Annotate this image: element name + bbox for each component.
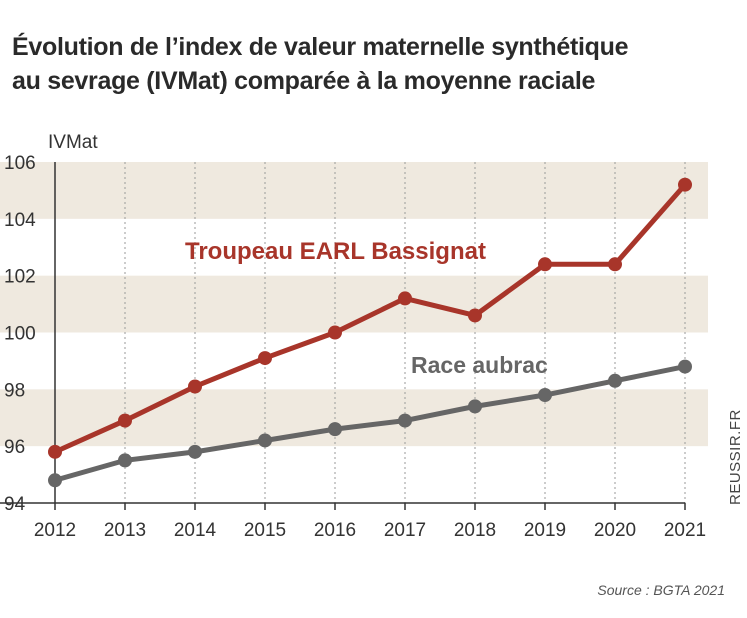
data-point-1 <box>258 433 272 448</box>
source-note: Source : BGTA 2021 <box>597 582 725 598</box>
x-tick-label: 2016 <box>314 520 356 541</box>
x-tick-label: 2013 <box>104 520 146 541</box>
data-point-1 <box>48 473 62 488</box>
chart-title-line-1: Évolution de l’index de valeur maternell… <box>12 33 629 61</box>
data-point-1 <box>188 444 202 459</box>
data-point-1 <box>328 422 342 437</box>
grid-bands <box>0 162 708 447</box>
data-point-0 <box>398 291 412 306</box>
data-point-1 <box>398 413 412 428</box>
x-tick-label: 2012 <box>34 520 76 541</box>
x-tick-label: 2017 <box>384 520 426 541</box>
data-point-0 <box>188 379 202 394</box>
y-tick-label: 100 <box>4 324 36 345</box>
x-tick-label: 2020 <box>594 520 636 541</box>
axes: 94 96 98 100 102 104 106 2012 2013 2014 2015 2016 20… <box>0 153 706 541</box>
credit-watermark: REUSSIR.FR <box>727 409 744 505</box>
y-tick-label: 96 <box>4 437 25 458</box>
series-line-1 <box>54 364 686 483</box>
x-tick-label: 2021 <box>664 520 706 541</box>
series-line-0 <box>53 183 687 455</box>
y-axis-label: IVMat <box>48 132 98 153</box>
y-tick-label: 102 <box>4 267 36 288</box>
data-point-1 <box>118 453 132 468</box>
data-point-0 <box>258 351 272 366</box>
x-tick-label: 2014 <box>174 520 217 541</box>
y-tick-label: 98 <box>4 380 25 401</box>
x-tick-label: 2019 <box>524 520 566 541</box>
data-point-0 <box>538 257 552 272</box>
grid-band <box>0 162 708 219</box>
grid-band <box>0 389 708 447</box>
y-tick-label: 104 <box>4 210 36 231</box>
series-label-race: Race aubrac <box>411 352 548 378</box>
data-point-0 <box>48 444 62 459</box>
y-tick-label: 94 <box>4 494 26 515</box>
vertical-gridlines <box>124 162 686 503</box>
series-labels: Troupeau EARL Bassignat Race aubrac <box>185 238 548 378</box>
y-tick-label: 106 <box>4 153 36 174</box>
data-point-1 <box>678 359 692 374</box>
data-point-0 <box>118 413 132 428</box>
data-point-0 <box>328 325 342 340</box>
x-tick-label: 2018 <box>454 520 496 541</box>
data-point-0 <box>608 257 622 272</box>
chart-title: Évolution de l’index de valeur maternell… <box>12 30 732 98</box>
data-point-0 <box>678 177 692 192</box>
x-tick-label: 2015 <box>244 520 286 541</box>
chart-title-line-2: au sevrage (IVMat) comparée à la moyenne… <box>12 67 596 95</box>
data-point-1 <box>468 399 482 414</box>
data-point-0 <box>468 308 482 323</box>
series-label-troupeau: Troupeau EARL Bassignat <box>185 238 486 265</box>
data-point-1 <box>608 373 622 388</box>
data-point-1 <box>538 388 552 403</box>
series-lines <box>48 177 692 488</box>
